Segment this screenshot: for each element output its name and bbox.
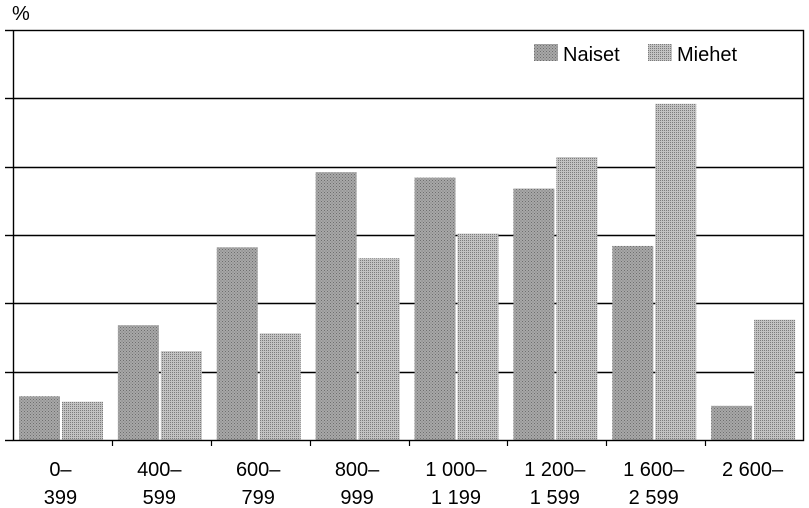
bar-miehet-3 [358, 258, 400, 440]
x-tick-label: 599 [143, 487, 176, 508]
bar-miehet-6 [655, 103, 697, 441]
legend-swatch-naiset [534, 44, 558, 61]
x-tick-label: 1 199 [431, 487, 481, 508]
bar-naiset-3 [315, 172, 357, 440]
x-tick-label: 1 200– [524, 459, 586, 481]
bar-naiset-5 [513, 188, 555, 440]
bar-miehet-1 [160, 351, 202, 440]
bar-miehet-2 [259, 333, 301, 440]
legend-label-naiset: Naiset [563, 44, 620, 66]
x-tick-label: 2 599 [629, 487, 679, 508]
legend-swatch-miehet [648, 44, 672, 61]
x-tick-label: 799 [242, 487, 275, 508]
bar-naiset-2 [216, 247, 258, 440]
axes [5, 29, 805, 446]
legend: Naiset Miehet [534, 44, 737, 66]
legend-label-miehet: Miehet [677, 44, 737, 66]
plot-frame [12, 29, 805, 442]
bar-naiset-4 [414, 177, 456, 440]
x-tick-label: 399 [44, 487, 77, 508]
bar-miehet-5 [556, 157, 598, 440]
bar-naiset-1 [117, 325, 159, 440]
bar-miehet-4 [457, 233, 499, 440]
bar-miehet-7 [754, 319, 796, 440]
x-tick-label: 999 [340, 487, 373, 508]
x-tick-label: 1 599 [530, 487, 580, 508]
x-tick-label: 400– [137, 459, 182, 481]
bar-naiset-7 [711, 405, 753, 440]
x-tick-label: 1 600– [623, 459, 685, 481]
x-tick-label: 600– [236, 459, 281, 481]
bar-naiset-0 [19, 396, 60, 440]
x-tick-label: 0– [49, 459, 72, 481]
x-tick-label: 800– [335, 459, 380, 481]
bar-miehet-0 [62, 401, 103, 440]
bars [19, 103, 796, 441]
x-tick-label: 2 600– [722, 459, 784, 481]
x-tick-label: 1 000– [425, 459, 487, 481]
bar-naiset-6 [612, 245, 654, 440]
x-tick-labels: 0– 399 400– 599 600– 799 800– 999 1 000– 1 199 1 2… [44, 459, 784, 508]
y-axis-unit-label: % [12, 3, 30, 25]
